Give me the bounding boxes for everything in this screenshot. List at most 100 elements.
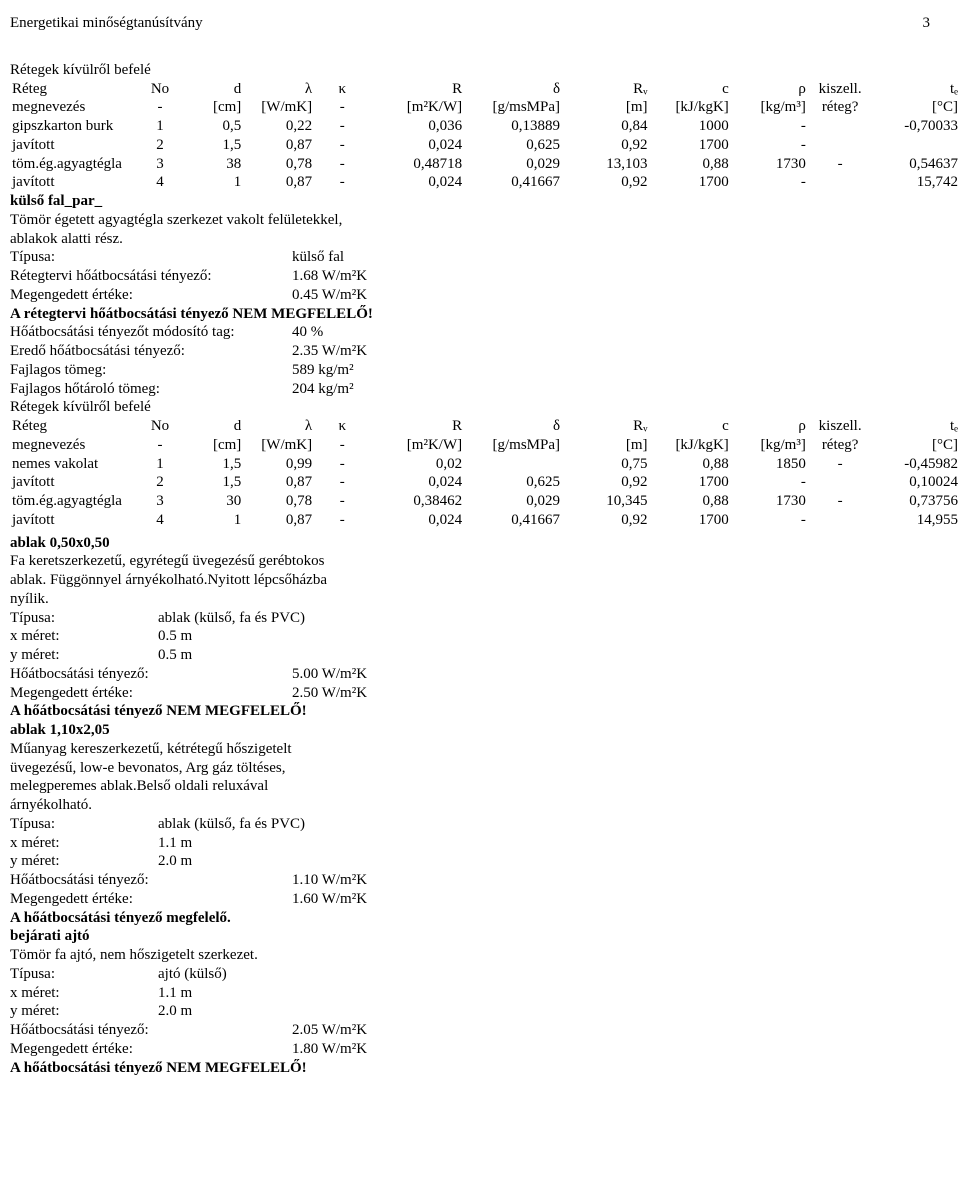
table-cell: -: [731, 136, 808, 155]
kv-row: Rétegtervi hőátbocsátási tényező:1.68 W/…: [10, 267, 960, 286]
section-bejarati-ajto: bejárati ajtó: [10, 927, 960, 946]
page-number: 3: [923, 14, 931, 33]
kv-value: 0.5 m: [158, 646, 192, 665]
ablak1-desc1: Fa keretszerkezetű, egyrétegű üvegezésű …: [10, 552, 710, 571]
table-cell: 1850: [731, 455, 808, 474]
kv-row: Hőátbocsátási tényezőt módosító tag:40 %: [10, 323, 960, 342]
kv-value: 1.10 W/m²K: [292, 871, 367, 890]
table-cell: 1: [181, 511, 243, 530]
ablak2-desc3: melegperemes ablak.Belső oldali reluxáva…: [10, 777, 710, 796]
table-cell: [808, 136, 960, 155]
table-cell: 2: [139, 136, 181, 155]
table-cell: 0,029: [464, 155, 562, 174]
kv-key: Megengedett értéke:: [10, 286, 292, 305]
kv-value: 5.00 W/m²K: [292, 665, 367, 684]
table-cell: 0,02: [370, 455, 464, 474]
table-cell: 1,5: [181, 136, 243, 155]
table-cell: javított: [10, 173, 139, 192]
kv-row: Típusa:külső fal: [10, 248, 960, 267]
table-cell: nemes vakolat: [10, 455, 139, 474]
table-cell: 30: [181, 492, 243, 511]
kv-value: 2.35 W/m²K: [292, 342, 367, 361]
table-cell: 38: [181, 155, 243, 174]
table-cell: 0,024: [370, 473, 464, 492]
table-cell: 1700: [650, 173, 731, 192]
kv-key: Megengedett értéke:: [10, 684, 292, 703]
ablak2-desc1: Műanyag kereszerkezetű, kétrétegű hőszig…: [10, 740, 710, 759]
kv-key: x méret:: [10, 627, 158, 646]
kv-key: x méret:: [10, 834, 158, 853]
kv-row: y méret:0.5 m: [10, 646, 960, 665]
table-cell: 0,029: [464, 492, 562, 511]
kv-value: 2.50 W/m²K: [292, 684, 367, 703]
kv-key: Hőátbocsátási tényező:: [10, 1021, 292, 1040]
layer-table-2: Réteg No d λ κ R δ Rᵥ c ρ kiszell. tₑ me…: [10, 417, 960, 530]
table-cell: 0,41667: [464, 511, 562, 530]
table-cell: 0,84: [562, 117, 650, 136]
kv-row: Megengedett értéke:2.50 W/m²K: [10, 684, 960, 703]
kv-value: 2.0 m: [158, 852, 192, 871]
kv-value: 1.1 m: [158, 984, 192, 1003]
table-cell: 1000: [650, 117, 731, 136]
kv-row: Típusa:ablak (külső, fa és PVC): [10, 609, 960, 628]
table-row: javított410,87-0,0240,416670,921700-14,9…: [10, 511, 960, 530]
table-cell: 0,024: [370, 136, 464, 155]
kv-key: Fajlagos hőtároló tömeg:: [10, 380, 292, 399]
kv-key: y méret:: [10, 852, 158, 871]
table-cell: 0,41667: [464, 173, 562, 192]
section-ablak-1-10: ablak 1,10x2,05: [10, 721, 960, 740]
col-kappa: κ: [314, 80, 370, 99]
table-cell: 1: [181, 173, 243, 192]
col-lambda: λ: [243, 80, 314, 99]
table-header-row-2: megnevezés - [cm] [W/mK] - [m²K/W] [g/ms…: [10, 436, 960, 455]
table-cell: 0,024: [370, 173, 464, 192]
table-cell: -: [808, 455, 873, 474]
table-cell: 3: [139, 492, 181, 511]
table-cell: 0,75: [562, 455, 650, 474]
table-cell: 0,87: [243, 136, 314, 155]
table-cell: javított: [10, 511, 139, 530]
table-header-row-2: megnevezés - [cm] [W/mK] - [m²K/W] [g/ms…: [10, 98, 960, 117]
col-kiszell: kiszell.: [808, 80, 873, 99]
table-cell: 0,92: [562, 473, 650, 492]
table-cell: -: [314, 473, 370, 492]
kv-value: ajtó (külső): [158, 965, 227, 984]
kv-value: ablak (külső, fa és PVC): [158, 815, 305, 834]
table-cell: 0,78: [243, 155, 314, 174]
table2-title: Rétegek kívülről befelé: [10, 398, 960, 417]
kv-key: Fajlagos tömeg:: [10, 361, 292, 380]
ablak1-desc2: ablak. Függönnyel árnyékolható.Nyitott l…: [10, 571, 710, 590]
layer-table-1: Réteg No d λ κ R δ Rᵥ c ρ kiszell. tₑ me…: [10, 80, 960, 193]
kv-row: Megengedett értéke:1.60 W/m²K: [10, 890, 960, 909]
ablak2-desc2: üvegezésű, low-e bevonatos, Arg gáz tölt…: [10, 759, 710, 778]
col-rho: ρ: [731, 80, 808, 99]
kv-row: Típusa:ajtó (külső): [10, 965, 960, 984]
table-cell: 0,88: [650, 155, 731, 174]
table-cell: -: [314, 511, 370, 530]
section-kulso-fal: külső fal_par_: [10, 192, 960, 211]
table-cell: [464, 455, 562, 474]
section1-desc1: Tömör égetett agyagtégla szerkezet vakol…: [10, 211, 710, 230]
kv-value: 2.0 m: [158, 1002, 192, 1021]
kv-value: 0.45 W/m²K: [292, 286, 367, 305]
table-cell: -0,70033: [808, 117, 960, 136]
table-cell: 4: [139, 511, 181, 530]
table-cell: 0,92: [562, 173, 650, 192]
kv-key: Típusa:: [10, 965, 158, 984]
kv-value: 1.60 W/m²K: [292, 890, 367, 909]
table-cell: javított: [10, 473, 139, 492]
kv-row: Fajlagos hőtároló tömeg:204 kg/m²: [10, 380, 960, 399]
kv-key: y méret:: [10, 646, 158, 665]
kv-row: Típusa:ablak (külső, fa és PVC): [10, 815, 960, 834]
table-cell: javított: [10, 136, 139, 155]
kv-row: Megengedett értéke:0.45 W/m²K: [10, 286, 960, 305]
table-row: javított21,50,87-0,0240,6250,921700-0,10…: [10, 473, 960, 492]
kv-row: Fajlagos tömeg:589 kg/m²: [10, 361, 960, 380]
table-cell: 0,024: [370, 511, 464, 530]
table-cell: -: [808, 492, 873, 511]
table-cell: 0,88: [650, 455, 731, 474]
ajto-warning: A hőátbocsátási tényező NEM MEGFELELŐ!: [10, 1059, 960, 1078]
col-name: Réteg: [10, 80, 139, 99]
page-header: Energetikai minőségtanúsítvány 3: [10, 14, 930, 33]
doc-title: Energetikai minőségtanúsítvány: [10, 14, 203, 33]
